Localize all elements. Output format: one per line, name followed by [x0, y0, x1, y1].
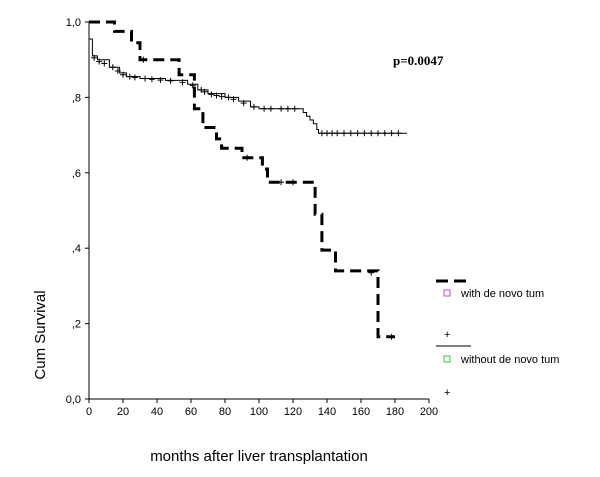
series-line-0 — [89, 20, 395, 339]
censor-mark — [167, 77, 174, 84]
censor-mark — [148, 76, 155, 83]
x-tick-label: 180 — [386, 406, 404, 418]
censor-mark — [290, 179, 296, 186]
y-axis-label: Cum Survival — [32, 290, 49, 379]
censor-mark — [388, 333, 395, 340]
x-tick-label: 80 — [219, 406, 231, 418]
censor-mark — [189, 82, 196, 89]
censor-mark — [318, 130, 325, 137]
censor-mark — [109, 64, 116, 71]
x-ticks: 0 20 40 60 80 100 120 140 160 180 200 — [86, 399, 438, 418]
censor-mark — [368, 130, 375, 137]
y-tick-label: ,8 — [72, 92, 81, 104]
censor-mark — [354, 130, 361, 137]
legend-swatch-with-de-novo — [443, 289, 451, 297]
legend-marker-with-de-novo: + — [444, 329, 450, 341]
censor-mark — [201, 88, 208, 95]
censor-mark — [284, 105, 291, 112]
legend-label-without-de-novo: without de novo tum — [460, 354, 559, 366]
censor-mark — [368, 269, 375, 276]
x-tick-label: 200 — [420, 406, 438, 418]
censor-mark — [250, 103, 257, 110]
censor-mark — [347, 130, 354, 137]
censor-mark — [395, 130, 402, 137]
x-tick-label: 160 — [352, 406, 370, 418]
censor-mark — [278, 105, 285, 112]
censor-mark — [208, 91, 215, 98]
censor-mark — [334, 130, 341, 137]
censor-mark — [198, 86, 205, 93]
censor-mark — [261, 105, 268, 112]
censor-mark — [142, 75, 149, 82]
x-tick-label: 40 — [151, 406, 163, 418]
censor-mark — [324, 130, 330, 137]
x-tick-label: 120 — [284, 406, 302, 418]
censor-mark — [218, 93, 225, 100]
censor-mark — [225, 94, 232, 101]
x-tick-label: 0 — [86, 406, 92, 418]
censor-mark — [230, 96, 237, 103]
x-tick-label: 100 — [250, 406, 268, 418]
series-line-1 — [89, 38, 407, 134]
censor-mark — [375, 130, 381, 137]
y-tick-label: ,6 — [72, 168, 81, 180]
y-tick-label: 0,0 — [66, 394, 81, 406]
censor-mark — [157, 77, 164, 84]
censor-mark — [329, 130, 336, 137]
censor-mark — [278, 179, 285, 186]
censor-mark — [131, 74, 138, 81]
y-ticks: 0,0 ,2 ,4 ,6 ,8 1,0 — [66, 17, 89, 406]
censor-mark — [361, 130, 368, 137]
p-value-annotation: p=0.0047 — [393, 53, 444, 68]
x-tick-label: 20 — [117, 406, 129, 418]
y-tick-label: 1,0 — [66, 17, 81, 29]
censor-mark — [96, 58, 103, 65]
censor-mark — [291, 105, 298, 112]
x-tick-label: 60 — [185, 406, 197, 418]
y-tick-label: ,4 — [72, 243, 81, 255]
censor-mark — [126, 73, 133, 80]
x-tick-label: 140 — [318, 406, 336, 418]
censor-mark — [101, 60, 108, 67]
censor-mark — [381, 130, 388, 137]
x-axis-label: months after liver transplantation — [150, 448, 368, 465]
censor-mark — [179, 79, 186, 86]
censor-mark — [120, 71, 126, 78]
censor-mark — [341, 130, 347, 137]
series-layer — [89, 20, 407, 340]
censor-mark — [213, 92, 220, 99]
legend: with de novo tum + without de novo tum + — [436, 279, 559, 399]
censor-mark — [140, 56, 147, 63]
legend-label-with-de-novo: with de novo tum — [460, 288, 544, 300]
censor-mark — [388, 130, 395, 137]
y-tick-label: ,2 — [72, 319, 81, 331]
legend-marker-without-de-novo: + — [444, 387, 450, 399]
censor-mark — [114, 68, 121, 75]
censor-mark — [267, 105, 274, 112]
censor-mark — [244, 154, 251, 161]
censor-mark — [240, 100, 247, 107]
censor-mark — [91, 54, 98, 61]
legend-swatch-without-de-novo — [443, 355, 451, 363]
